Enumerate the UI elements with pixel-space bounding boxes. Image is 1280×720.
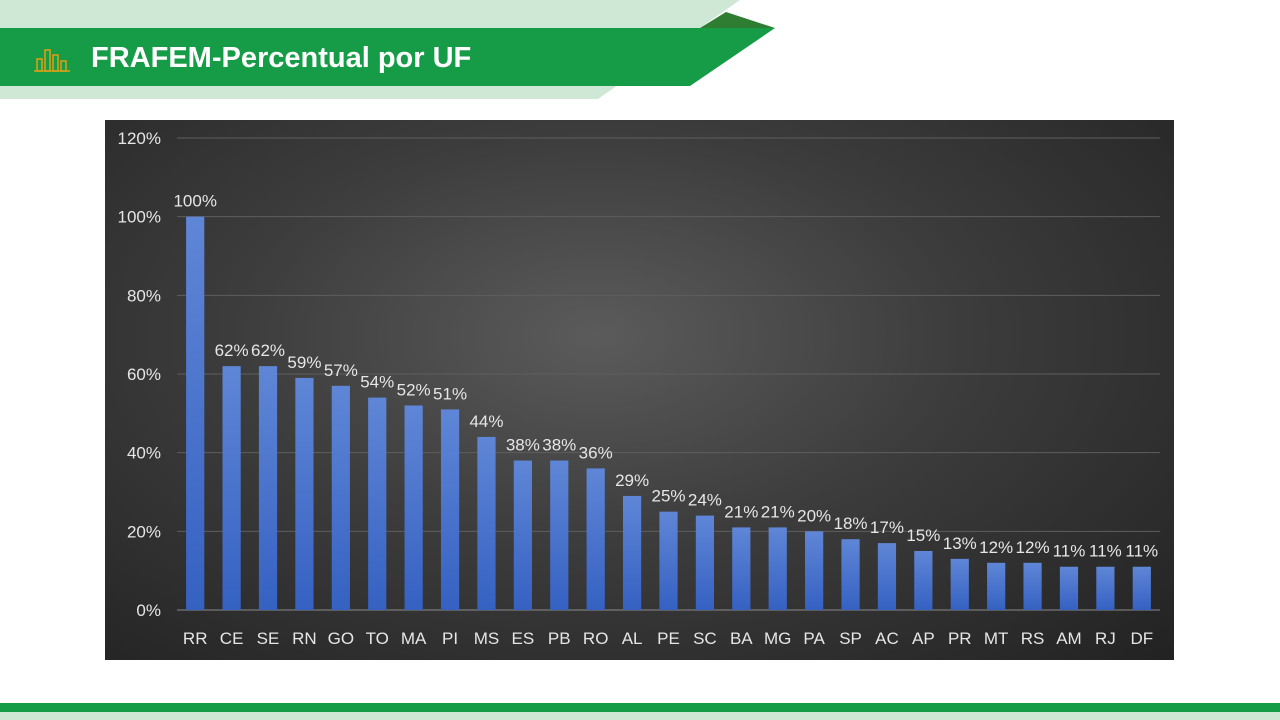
x-tick-label: PR <box>948 629 972 648</box>
chart-canvas: 0% 20% 40% 60% 80% 100% 120% 100% RR 62% CE 62% SE 59… <box>118 129 1160 648</box>
bar <box>1096 566 1115 610</box>
x-tick-label: MS <box>474 629 500 648</box>
data-label: 38% <box>542 436 576 455</box>
bar <box>477 436 496 610</box>
data-label: 12% <box>979 538 1013 557</box>
y-tick-label: 40% <box>127 444 161 463</box>
bar <box>695 515 715 610</box>
x-tick-label: SP <box>839 629 862 648</box>
x-tick-label: RS <box>1021 629 1045 648</box>
bar <box>258 366 278 610</box>
bar <box>550 460 569 610</box>
bar-chart-icon <box>34 49 70 72</box>
x-tick-label: AL <box>622 629 643 648</box>
data-label: 44% <box>469 412 503 431</box>
x-tick-label: RN <box>292 629 317 648</box>
data-label: 21% <box>724 502 758 521</box>
x-tick-label: SC <box>693 629 717 648</box>
bar <box>950 558 969 610</box>
data-label: 57% <box>324 361 358 380</box>
banner-dark-green-tab <box>700 12 775 28</box>
x-tick-label: MA <box>401 629 427 648</box>
data-label: 51% <box>433 384 467 403</box>
bar-chart: 0% 20% 40% 60% 80% 100% 120% 100% RR 62% CE 62% SE 59… <box>105 120 1174 660</box>
bar <box>404 405 423 610</box>
x-tick-label: AP <box>912 629 935 648</box>
bar <box>222 366 241 610</box>
data-label: 20% <box>797 506 831 525</box>
bar <box>295 377 314 610</box>
x-tick-label: RR <box>183 629 208 648</box>
data-label: 11% <box>1053 542 1086 561</box>
x-tick-label: TO <box>366 629 389 648</box>
slide-title: FRAFEM-Percentual por UF <box>91 42 472 74</box>
x-tick-label: ES <box>512 629 535 648</box>
x-tick-label: PI <box>442 629 458 648</box>
bar <box>659 511 678 610</box>
data-label: 25% <box>651 487 685 506</box>
bar <box>914 551 933 610</box>
bar <box>331 385 350 610</box>
data-label: 24% <box>688 491 722 510</box>
y-tick-label: 120% <box>118 129 161 148</box>
bar <box>440 409 460 610</box>
y-tick-label: 0% <box>136 601 161 620</box>
data-label: 29% <box>615 471 649 490</box>
data-label: 62% <box>251 341 285 360</box>
bar <box>513 460 532 610</box>
x-tick-label: BA <box>730 629 753 648</box>
data-label: 11% <box>1089 542 1122 561</box>
bar <box>368 397 387 610</box>
data-label: 62% <box>215 341 249 360</box>
bar <box>1059 566 1079 610</box>
x-tick-label: PA <box>803 629 825 648</box>
bar <box>841 539 860 610</box>
title-banner <box>0 0 775 99</box>
bar <box>622 495 642 610</box>
bar <box>987 562 1006 610</box>
banner-green-band <box>0 28 775 86</box>
footer-green-bar <box>0 703 1280 712</box>
data-label: 17% <box>870 518 904 537</box>
bar <box>732 527 751 610</box>
x-tick-label: RJ <box>1095 629 1116 648</box>
y-tick-label: 60% <box>127 365 161 384</box>
x-tick-label: PE <box>657 629 680 648</box>
data-label: 11% <box>1125 542 1158 561</box>
x-tick-label: AM <box>1056 629 1082 648</box>
data-label: 13% <box>943 534 977 553</box>
x-tick-label: SE <box>257 629 280 648</box>
data-label: 21% <box>761 502 795 521</box>
x-tick-label: CE <box>220 629 244 648</box>
data-label: 59% <box>287 353 321 372</box>
footer-light-green-bar <box>0 712 1280 720</box>
data-label: 100% <box>173 192 216 211</box>
x-tick-label: AC <box>875 629 899 648</box>
bar <box>805 531 824 610</box>
y-tick-label: 20% <box>127 522 161 541</box>
bar <box>586 468 605 610</box>
bar <box>1023 562 1042 610</box>
data-label: 38% <box>506 436 540 455</box>
x-tick-label: MT <box>984 629 1009 648</box>
data-label: 12% <box>1016 538 1050 557</box>
x-tick-label: MG <box>764 629 791 648</box>
bar <box>768 527 787 610</box>
x-tick-label: RO <box>583 629 609 648</box>
data-label: 36% <box>579 443 613 462</box>
x-tick-label: PB <box>548 629 571 648</box>
x-tick-label: DF <box>1130 629 1153 648</box>
y-tick-label: 80% <box>127 286 161 305</box>
y-tick-label: 100% <box>118 208 161 227</box>
data-label: 18% <box>834 514 868 533</box>
data-label: 54% <box>360 373 394 392</box>
x-tick-label: GO <box>328 629 354 648</box>
data-label: 52% <box>397 380 431 399</box>
bar <box>1132 566 1151 610</box>
data-label: 15% <box>906 526 940 545</box>
bar <box>877 543 897 610</box>
bar <box>186 216 205 610</box>
